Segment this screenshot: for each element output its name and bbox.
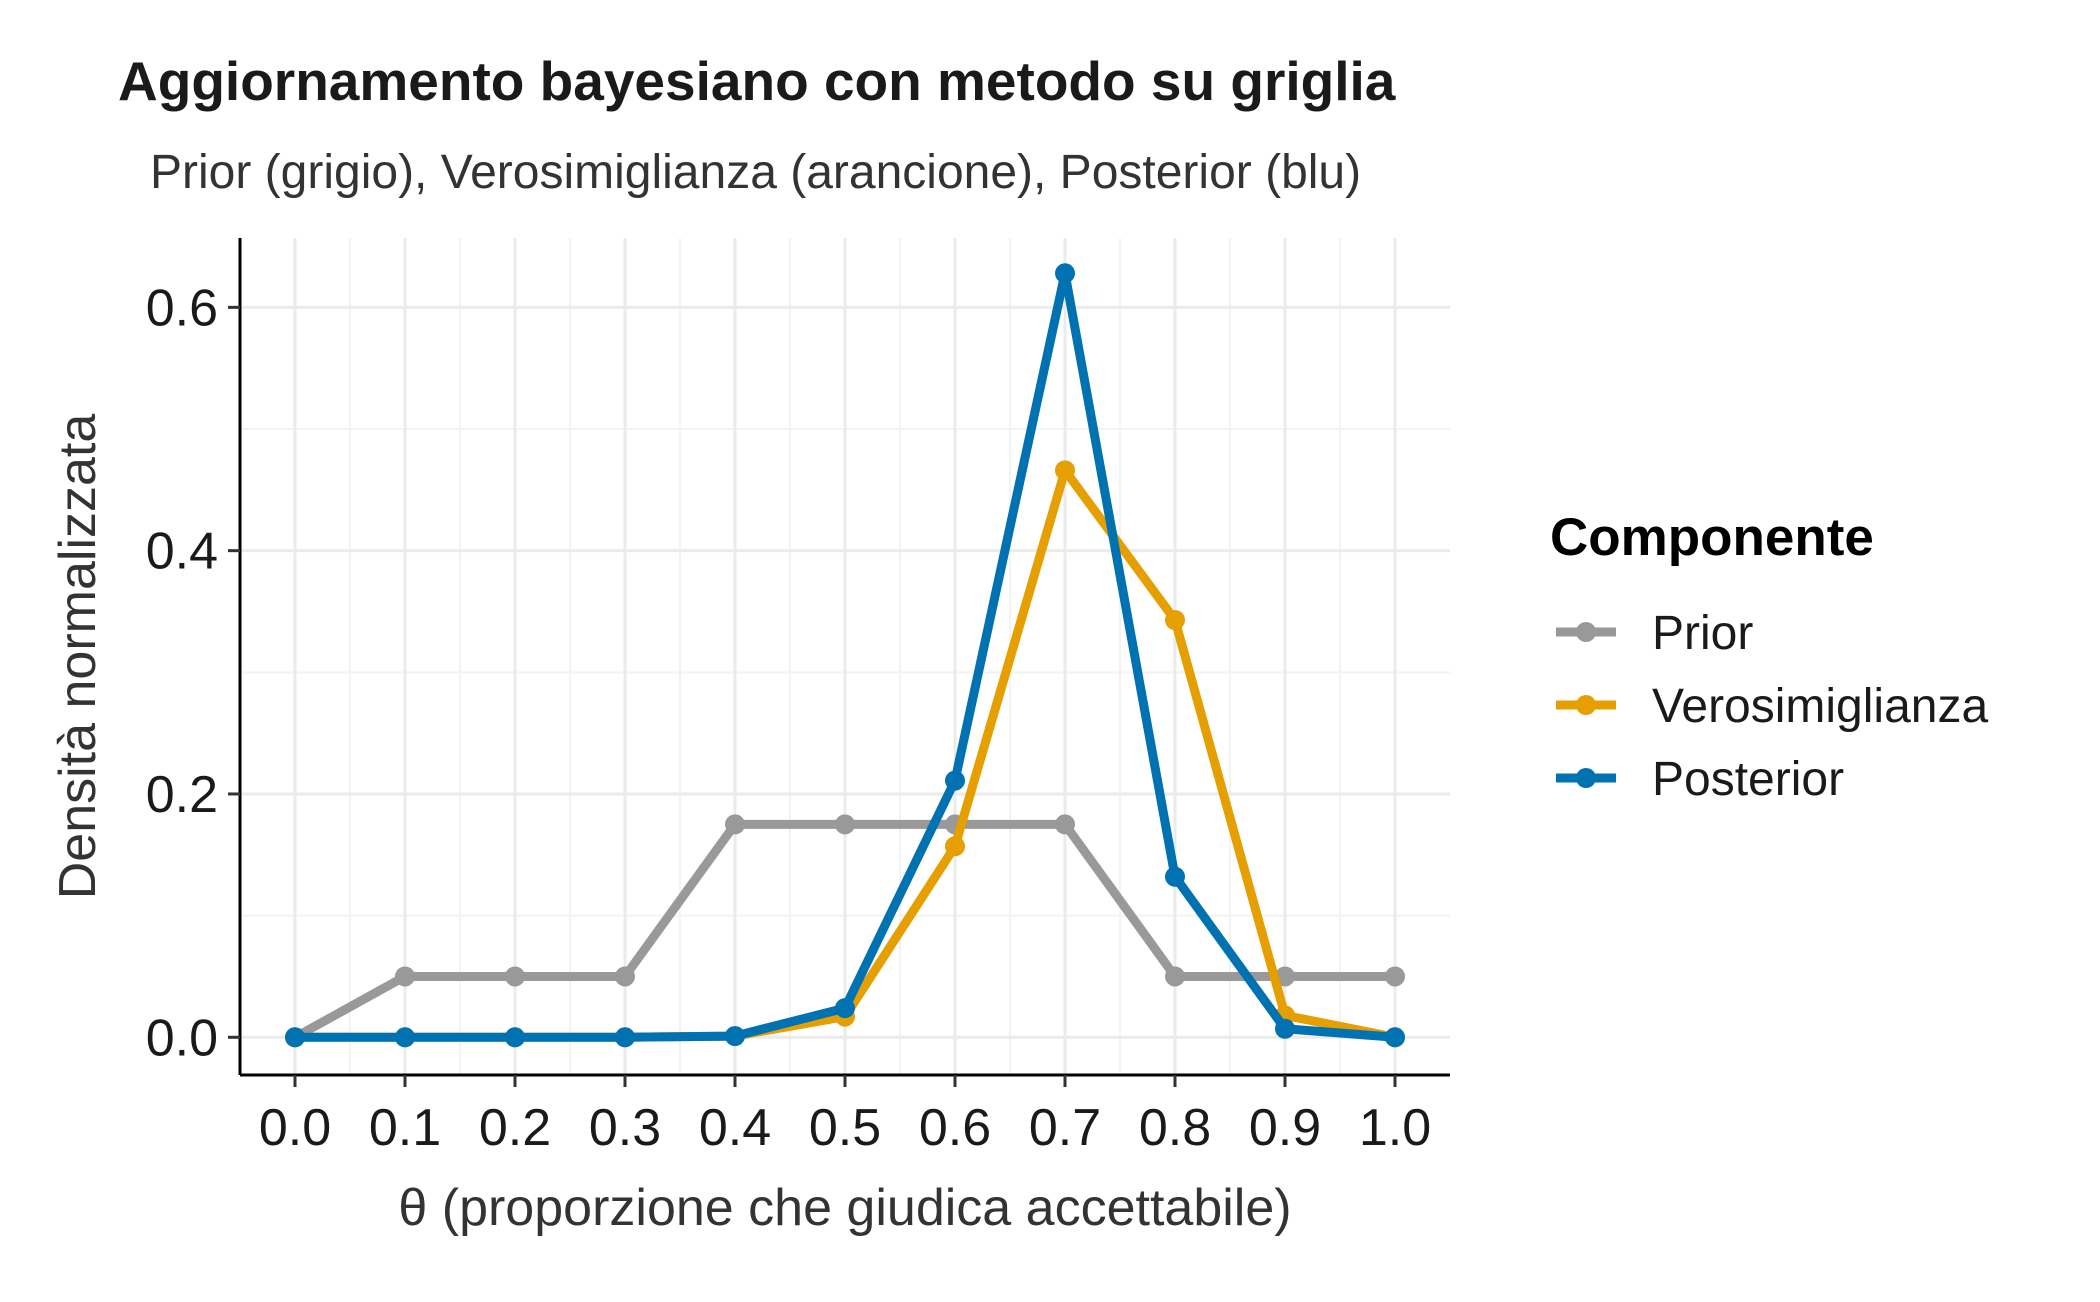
data-point-prior	[395, 966, 415, 987]
legend-key-point	[1576, 768, 1596, 788]
y-axis-title: Densità normalizzata	[49, 414, 107, 900]
y-tick-label: 0.2	[146, 766, 218, 824]
legend-label: Prior	[1652, 607, 1753, 660]
x-tick-label: 0.9	[1249, 1099, 1321, 1157]
x-tick-label: 0.5	[809, 1099, 881, 1157]
x-tick-label: 1.0	[1359, 1099, 1431, 1157]
data-point-verosimiglianza	[1165, 610, 1185, 631]
data-point-prior	[505, 966, 525, 987]
data-point-posterior	[285, 1027, 305, 1048]
legend-title: Componente	[1550, 508, 1874, 567]
data-point-posterior	[615, 1027, 635, 1048]
x-tick-label: 0.4	[699, 1099, 771, 1157]
x-axis-title: θ (proporzione che giudica accettabile)	[398, 1179, 1291, 1237]
data-point-posterior	[725, 1026, 745, 1047]
x-tick-label: 0.8	[1139, 1099, 1211, 1157]
data-point-prior	[835, 814, 855, 835]
data-point-prior	[1385, 966, 1405, 987]
data-point-posterior	[395, 1027, 415, 1048]
x-tick-label: 0.7	[1029, 1099, 1101, 1157]
x-tick-label: 0.0	[259, 1099, 331, 1157]
chart-subtitle: Prior (grigio), Verosimiglianza (arancio…	[150, 146, 1361, 199]
data-point-posterior	[1385, 1027, 1405, 1048]
data-point-posterior	[1055, 263, 1075, 284]
y-tick-label: 0.0	[146, 1009, 218, 1067]
data-point-verosimiglianza	[945, 836, 965, 857]
data-point-prior	[615, 966, 635, 987]
x-tick-label: 0.6	[919, 1099, 991, 1157]
chart-title: Aggiornamento bayesiano con metodo su gr…	[118, 50, 1396, 112]
legend-label: Posterior	[1652, 753, 1844, 806]
x-tick-label: 0.1	[369, 1099, 441, 1157]
x-tick-label: 0.3	[589, 1099, 661, 1157]
x-tick-label: 0.2	[479, 1099, 551, 1157]
data-point-posterior	[835, 998, 855, 1019]
data-point-prior	[725, 814, 745, 835]
legend-key-point	[1576, 695, 1596, 715]
y-tick-label: 0.4	[146, 523, 218, 581]
legend-label: Verosimiglianza	[1652, 680, 1988, 733]
data-point-prior	[1055, 814, 1075, 835]
legend-key-point	[1576, 622, 1596, 642]
y-tick-label: 0.6	[146, 279, 218, 337]
data-point-verosimiglianza	[1055, 460, 1075, 481]
data-point-prior	[1165, 966, 1185, 987]
data-point-posterior	[945, 770, 965, 791]
data-point-posterior	[505, 1027, 525, 1048]
data-point-posterior	[1165, 866, 1185, 887]
data-point-posterior	[1275, 1018, 1295, 1039]
